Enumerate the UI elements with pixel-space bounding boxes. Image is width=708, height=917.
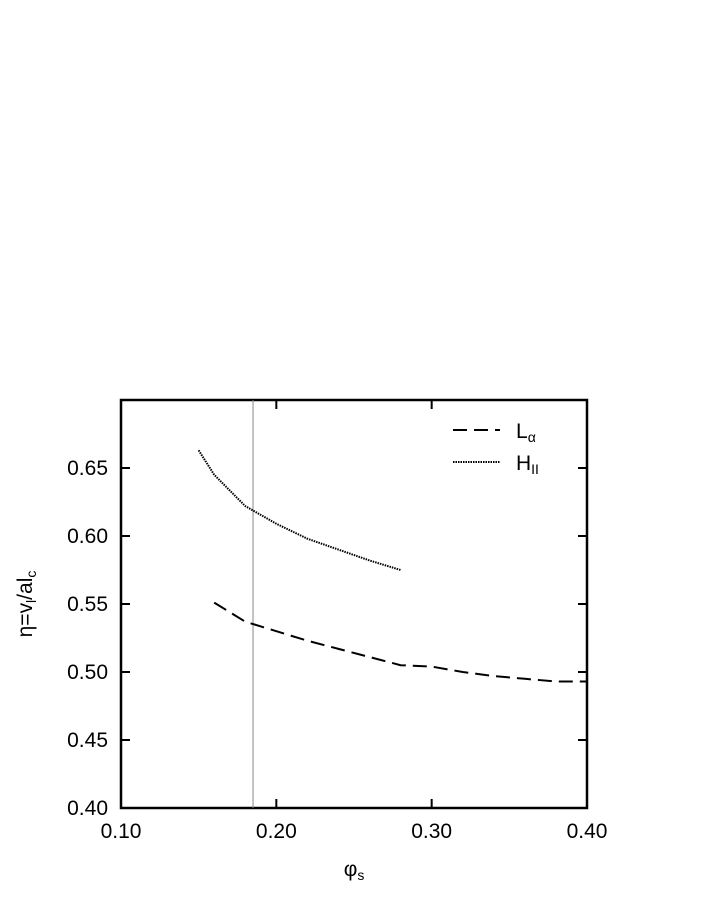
legend-name: H — [516, 452, 531, 475]
label-part: η=v — [14, 602, 37, 637]
legend-subscript: α — [528, 429, 536, 445]
y-tick-label: 0.50 — [67, 661, 108, 684]
y-tick-label: 0.65 — [67, 457, 108, 480]
legend-label: Lα — [516, 420, 536, 445]
legend-name: L — [516, 420, 528, 443]
x-tick-label: 0.30 — [411, 820, 452, 843]
y-tick-label: 0.45 — [67, 729, 108, 752]
series-line — [197, 449, 401, 571]
subscript: c — [23, 571, 39, 578]
x-tick-label: 0.40 — [567, 820, 608, 843]
xlabel: φs — [344, 858, 365, 883]
y-tick-label: 0.60 — [67, 525, 108, 548]
ylabel: η=vl/alc — [14, 571, 39, 638]
subscript: l — [23, 600, 39, 603]
label-part: /al — [14, 578, 37, 600]
series-line — [213, 601, 587, 683]
x-tick-label: 0.20 — [256, 820, 297, 843]
label-part: φ — [344, 858, 358, 881]
legend-label: HII — [516, 452, 539, 477]
y-tick-label: 0.55 — [67, 593, 108, 616]
x-tick-label: 0.10 — [101, 820, 142, 843]
y-tick-label: 0.40 — [67, 797, 108, 820]
subscript: s — [357, 867, 364, 883]
legend-subscript: II — [531, 461, 539, 477]
